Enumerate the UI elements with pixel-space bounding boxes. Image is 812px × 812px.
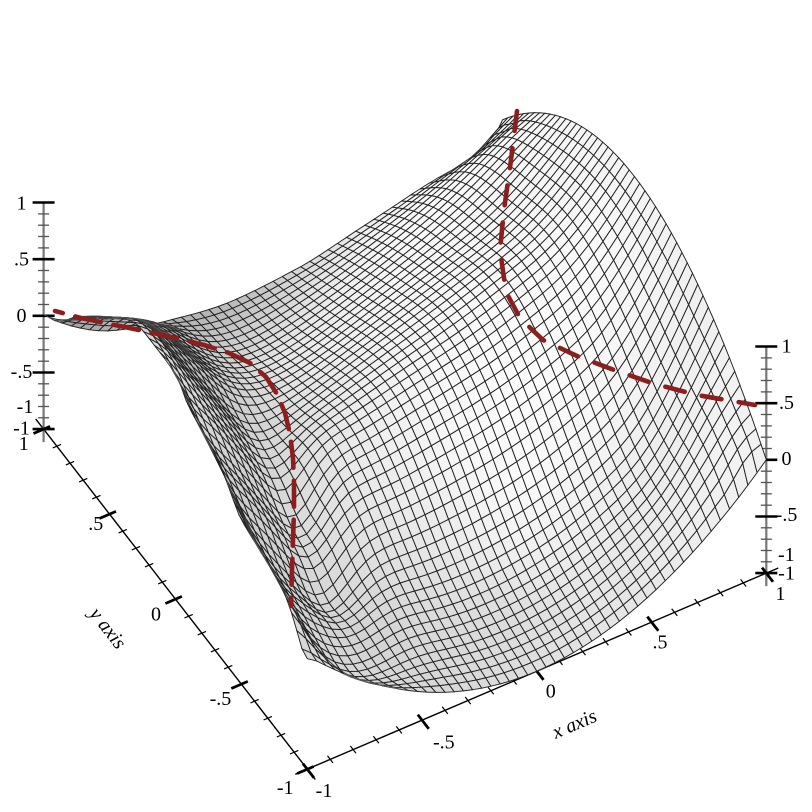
svg-text:1: 1: [19, 433, 29, 455]
svg-text:.5: .5: [653, 632, 668, 654]
svg-text:1: 1: [17, 193, 27, 215]
svg-text:-1: -1: [316, 780, 333, 802]
svg-text:-1: -1: [277, 777, 294, 799]
svg-text:-.5: -.5: [210, 688, 232, 710]
svg-text:-.5: -.5: [11, 361, 33, 383]
svg-text:-.5: -.5: [776, 504, 798, 526]
svg-text:0: 0: [17, 305, 27, 327]
svg-text:0: 0: [151, 603, 161, 625]
svg-text:-.5: -.5: [433, 731, 455, 753]
svg-text:0: 0: [546, 681, 556, 703]
svg-text:.5: .5: [88, 513, 103, 535]
svg-text:-1: -1: [17, 396, 34, 418]
svg-text:1: 1: [775, 583, 785, 605]
svg-text:.5: .5: [779, 392, 794, 414]
svg-text:1: 1: [782, 335, 792, 357]
svg-text:-1: -1: [778, 562, 795, 584]
svg-text:-1: -1: [13, 418, 30, 440]
svg-text:0: 0: [782, 448, 792, 470]
svg-text:-1: -1: [778, 544, 795, 566]
svg-text:.5: .5: [14, 249, 29, 271]
